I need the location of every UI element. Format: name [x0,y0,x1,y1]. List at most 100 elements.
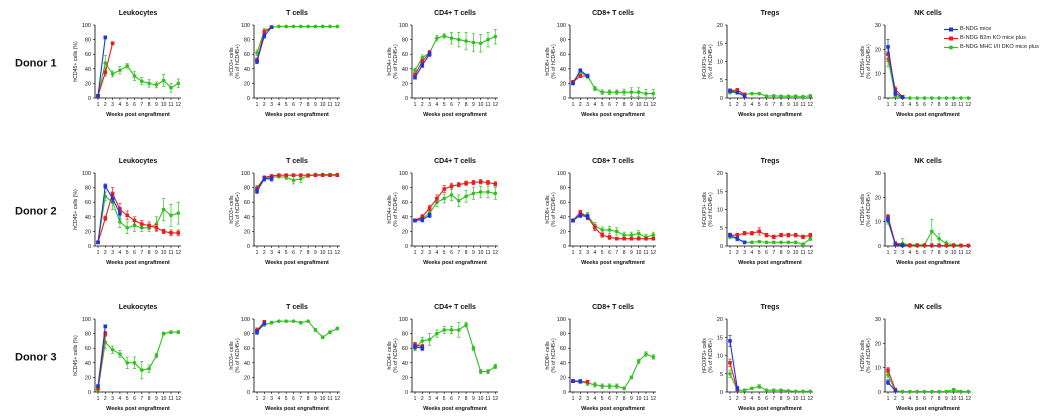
y-axis-label: hCD8+ cells [545,47,551,76]
x-tick-label: 3 [270,102,273,108]
chart-title: Leukocytes [119,158,158,165]
x-tick-label: 1 [414,396,417,402]
data-point [435,196,439,201]
x-tick-label: 7 [299,250,302,256]
y-tick-label: 0 [720,244,723,250]
data-point [636,231,641,236]
x-axis-label: Weeks post engraftment [581,260,645,266]
series-bndg [571,68,590,86]
x-tick-label: 12 [808,250,814,256]
data-point [313,328,318,332]
chart-title: NK cells [914,304,942,311]
data-point [449,328,454,332]
series-bndg [413,212,432,223]
data-point [96,384,100,388]
data-point [600,384,604,388]
y-axis-label: hFOXP3+ cells [702,192,708,227]
x-tick-label: 10 [478,396,484,402]
data-point [615,384,619,388]
x-tick-label: 4 [751,250,754,256]
x-tick-label: 3 [743,250,746,256]
data-point [96,386,100,391]
y-tick-label: 20 [560,375,566,381]
x-tick-label: 8 [780,102,783,108]
chart-title: Leukocytes [119,304,158,311]
x-tick-label: 11 [958,102,963,108]
data-point [578,213,583,218]
data-point [959,389,963,394]
y-tick-label: 20 [875,341,881,347]
series-line [414,35,496,71]
data-point [161,78,166,83]
series-b2m-ko [96,187,181,245]
data-point [103,216,108,221]
data-point [442,34,447,38]
x-tick-label: 3 [901,396,904,402]
data-point [651,355,656,359]
data-point [593,382,597,387]
x-axis-label: Weeks post engraftment [106,112,170,118]
x-tick-label: 7 [772,250,775,256]
data-point [585,379,590,384]
data-point [944,96,949,100]
data-point [478,190,483,194]
x-tick-label: 6 [765,396,768,402]
series-line [97,191,179,243]
series-line [729,340,738,389]
data-point [893,87,898,92]
series-bndg [96,35,108,98]
data-point [937,236,941,241]
x-tick-label: 2 [894,396,897,402]
data-point [132,218,137,223]
data-point [750,91,754,96]
data-point [742,240,747,245]
data-point [486,190,490,194]
series-mhc-dko [571,212,656,241]
data-point [103,70,108,75]
x-tick-label: 9 [787,102,790,108]
series-line [730,230,811,238]
data-point [886,217,890,222]
data-point [600,233,604,237]
y-tick-label: 60 [402,346,408,352]
y-tick-label: 0 [247,390,250,396]
data-point [161,207,166,212]
legend-label-dko: B-NDG MHC I/II DKO mice plus [960,44,1039,50]
series-line [887,58,969,99]
chart-title: T cells [286,158,308,165]
chart-title: CD8+ T cells [592,304,634,311]
y-tick-label: 10 [875,366,881,372]
data-point [299,173,303,177]
data-point [413,218,417,223]
x-axis-label: Weeks post engraftment [738,406,802,412]
data-point [110,196,115,201]
data-point [442,328,447,332]
data-point [735,236,740,241]
x-tick-label: 11 [485,396,490,402]
x-tick-label: 1 [572,250,575,256]
y-tick-label: 100 [82,317,91,323]
series-mhc-dko [413,29,498,73]
data-point [742,388,747,392]
y-tick-label: 0 [405,390,408,396]
data-point [607,228,612,232]
y-tick-label: 30 [875,317,881,323]
x-tick-label: 10 [793,396,799,402]
series-bndg [886,379,898,393]
series-mhc-dko [255,319,340,340]
data-point [420,339,425,343]
data-point [110,72,115,76]
y-axis-label-line2: (% of hCD45+) [551,192,557,227]
data-point [420,63,425,67]
x-tick-label: 1 [887,396,890,402]
x-tick-label: 6 [923,102,926,108]
data-point [269,174,274,178]
x-tick-label: 4 [909,396,912,402]
y-tick-label: 40 [402,215,408,221]
x-tick-label: 1 [729,102,732,108]
y-tick-label: 60 [85,346,91,352]
data-point [457,37,461,42]
x-tick-label: 4 [594,102,597,108]
